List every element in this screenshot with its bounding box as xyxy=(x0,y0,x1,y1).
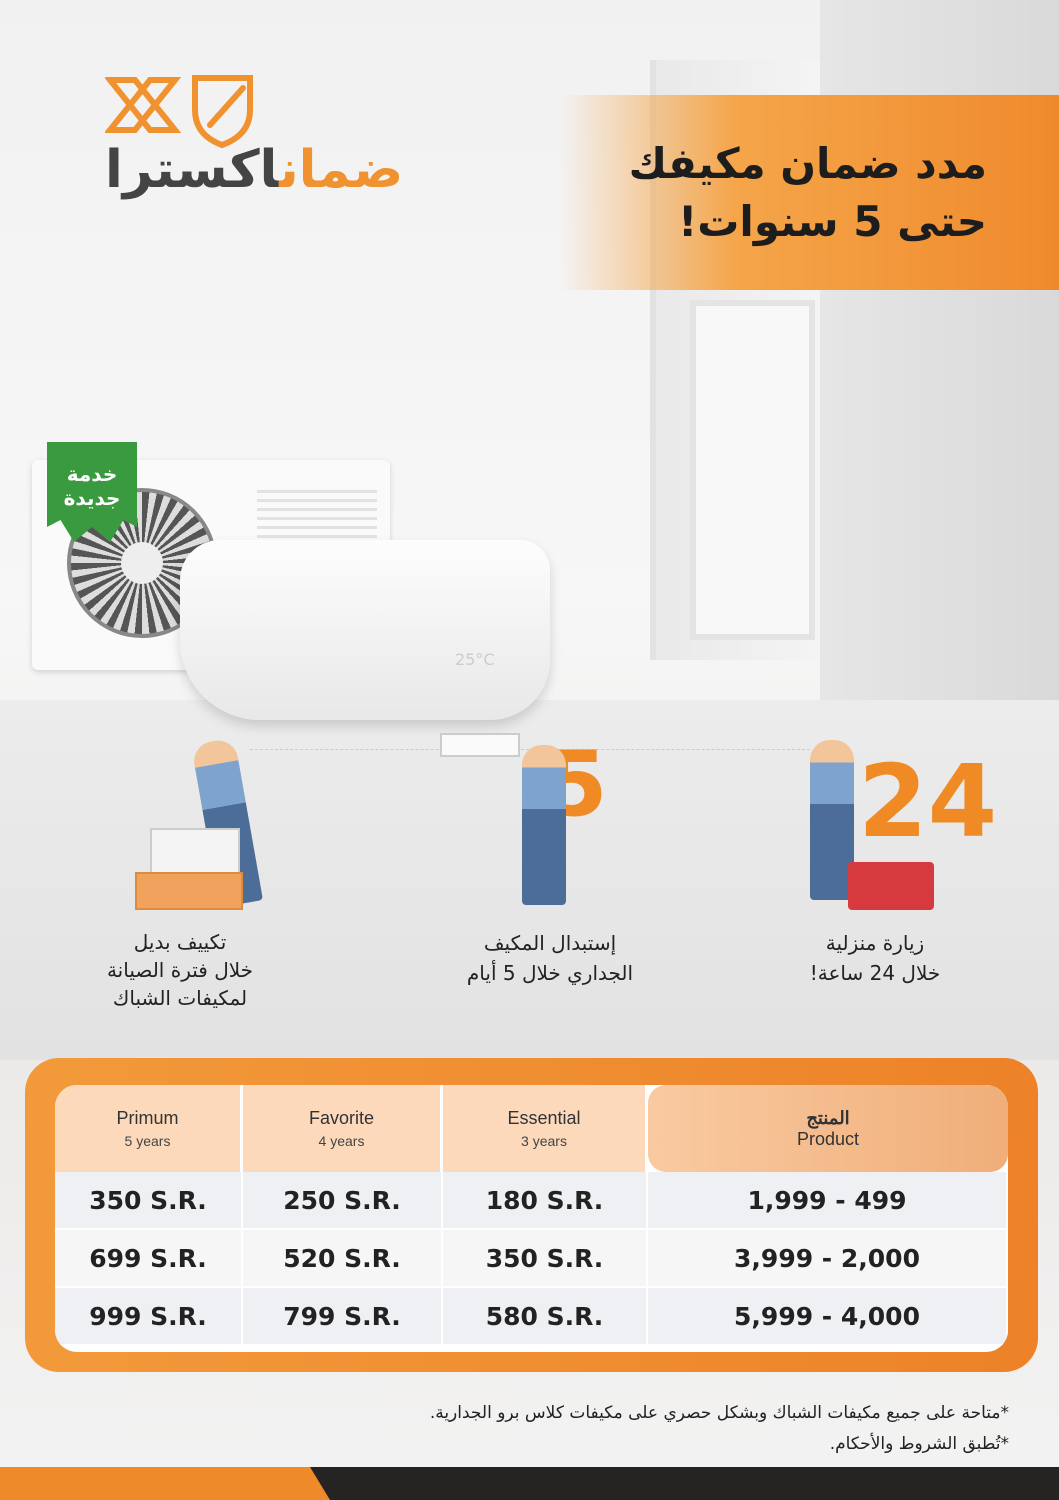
product-range-cell: 3,999 - 2,000 xyxy=(648,1230,1008,1288)
feature-replacement-ac: تكييف بديل خلال فترة الصيانة لمكيفات الش… xyxy=(80,928,280,1012)
feature-line: الجداري خلال 5 أيام xyxy=(466,961,634,985)
feature-line: تكييف بديل xyxy=(133,930,227,954)
headline: مدد ضمان مكيفك حتى 5 سنوات! xyxy=(629,135,987,251)
product-range-cell: 1,999 - 499 xyxy=(648,1172,1008,1230)
price-cell: 580 S.R. xyxy=(443,1288,648,1346)
price-cell: 699 S.R. xyxy=(55,1230,243,1288)
price-cell: 999 S.R. xyxy=(55,1288,243,1346)
header-favorite: Favorite 4 years xyxy=(243,1085,443,1172)
footnote: *تُطبق الشروط والأحكام. xyxy=(829,1434,1009,1454)
window-ac-icon xyxy=(150,828,240,878)
header-primum: Primum 5 years xyxy=(55,1085,243,1172)
header-name: Favorite xyxy=(308,1108,375,1128)
toolbox-icon xyxy=(848,862,934,910)
pricing-table: Primum 5 years Favorite 4 years Essential 3… xyxy=(55,1085,1008,1352)
carton-box-icon xyxy=(135,872,243,910)
header-product: المنتج Product xyxy=(648,1085,1008,1172)
background-window xyxy=(690,300,815,640)
product-range-cell: 5,999 - 4,000 xyxy=(648,1288,1008,1346)
header-name: Essential xyxy=(507,1108,581,1128)
header-sub: 5 years xyxy=(124,1133,171,1149)
feature-line: خلال فترة الصيانة xyxy=(106,958,254,982)
price-cell: 250 S.R. xyxy=(243,1172,443,1230)
table-row: 350 S.R. 250 S.R. 180 S.R. 1,999 - 499 xyxy=(55,1172,1008,1230)
footer-accent xyxy=(0,1467,330,1500)
table-header: Primum 5 years Favorite 4 years Essential 3… xyxy=(55,1085,1008,1172)
footnote: *متاحة على جميع مكيفات الشباك وبشكل حصري… xyxy=(429,1403,1009,1423)
header-sub: 4 years xyxy=(318,1133,365,1149)
feature-line: خلال 24 ساعة! xyxy=(809,961,941,985)
logo-mark-icon xyxy=(103,75,253,149)
header-essential: Essential 3 years xyxy=(443,1085,648,1172)
badge-line-1: خدمة xyxy=(66,462,118,486)
ac-indoor-unit-image: 25°C xyxy=(180,540,550,720)
feature-replacement: إستبدال المكيف الجداري خلال 5 أيام xyxy=(445,928,655,988)
price-cell: 799 S.R. xyxy=(243,1288,443,1346)
technician-icon xyxy=(810,740,854,900)
ac-display: 25°C xyxy=(455,650,495,669)
brand-logo xyxy=(103,70,425,230)
header-name: Primum xyxy=(116,1108,179,1128)
header-sub: 3 years xyxy=(521,1133,567,1149)
feature-line: لمكيفات الشباك xyxy=(112,986,248,1010)
headline-line-1: مدد ضمان مكيفك xyxy=(628,139,987,188)
headline-banner xyxy=(560,95,1059,290)
footnotes: *متاحة على جميع مكيفات الشباك وبشكل حصري… xyxy=(430,1398,1009,1460)
price-cell: 350 S.R. xyxy=(55,1172,243,1230)
headline-line-2: حتى 5 سنوات! xyxy=(678,197,987,246)
technician-icon xyxy=(522,745,566,905)
logo-word-gray: اكسترا xyxy=(105,140,280,200)
table-row: 999 S.R. 799 S.R. 580 S.R. 5,999 - 4,000 xyxy=(55,1288,1008,1346)
badge-line-2: جديدة xyxy=(63,486,121,510)
price-cell: 520 S.R. xyxy=(243,1230,443,1288)
price-cell: 180 S.R. xyxy=(443,1172,648,1230)
feature-line: زيارة منزلية xyxy=(825,931,925,955)
feature-number-24: 24 xyxy=(858,743,998,860)
feature-home-visit: زيارة منزلية خلال 24 ساعة! xyxy=(780,928,970,988)
header-name: المنتج xyxy=(806,1107,850,1128)
feature-line: إستبدال المكيف xyxy=(483,931,617,955)
header-sub: Product xyxy=(796,1128,860,1149)
price-cell: 350 S.R. xyxy=(443,1230,648,1288)
ac-unit-icon xyxy=(440,733,520,757)
logo-word-orange: ضمان xyxy=(279,140,404,200)
logo-wordmark: ضماناكسترا xyxy=(105,140,420,200)
table-row: 699 S.R. 520 S.R. 350 S.R. 3,999 - 2,000 xyxy=(55,1230,1008,1288)
